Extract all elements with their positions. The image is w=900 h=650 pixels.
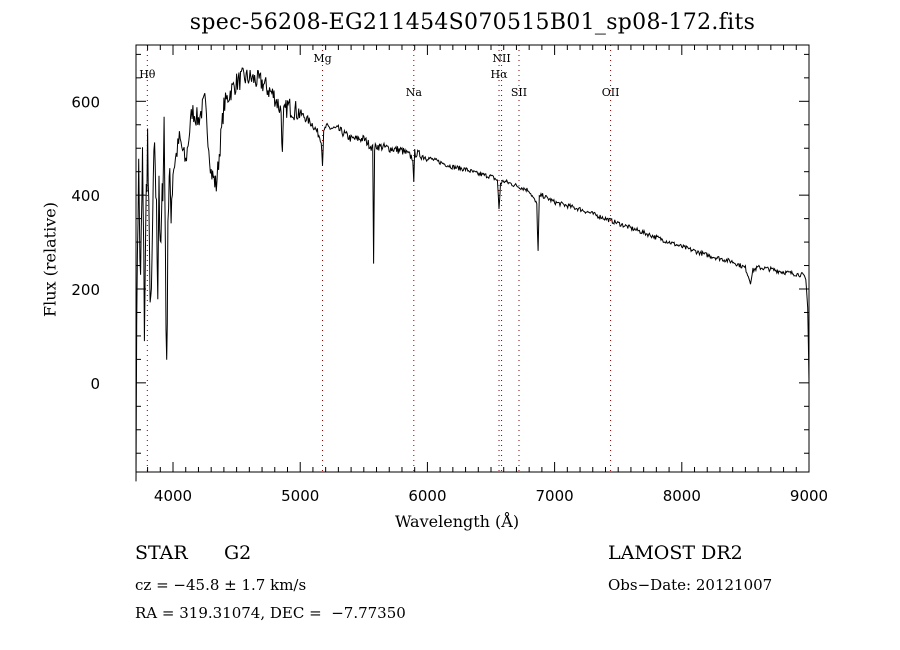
x-tick-label: 5000 xyxy=(281,487,319,505)
plot-frame xyxy=(135,44,810,473)
y-tick-label: 0 xyxy=(90,375,100,393)
spectral-line-label: Hθ xyxy=(139,68,156,81)
x-tick-label: 8000 xyxy=(663,487,701,505)
x-tick-label: 6000 xyxy=(408,487,446,505)
obs-date: Obs−Date: 20121007 xyxy=(608,576,773,594)
spectral-line-label: Mg xyxy=(313,52,331,65)
coordinates-text: RA = 319.31074, DEC = −7.77350 xyxy=(135,604,406,622)
x-axis-label: Wavelength (Å) xyxy=(395,512,520,531)
spectral-line-label: Na xyxy=(406,86,423,99)
x-tick-label: 9000 xyxy=(790,487,828,505)
spectral-line-label: OII xyxy=(602,86,620,99)
y-tick-label: 400 xyxy=(71,187,100,205)
y-tick-label: 200 xyxy=(71,281,100,299)
spectral-line-label: Hα xyxy=(491,68,509,81)
y-tick-label: 600 xyxy=(71,93,100,111)
object-subclass: G2 xyxy=(224,542,252,564)
spectral-line-label: NII xyxy=(492,52,510,65)
spectrum-line xyxy=(135,67,810,482)
x-tick-label: 7000 xyxy=(536,487,574,505)
chart-title: spec-56208-EG211454S070515B01_sp08-172.f… xyxy=(189,10,756,35)
x-tick-label: 4000 xyxy=(154,487,192,505)
object-class: STAR xyxy=(135,542,188,564)
y-axis-label: Flux (relative) xyxy=(40,202,60,317)
redshift-text: cz = −45.8 ± 1.7 km/s xyxy=(135,576,307,594)
survey-name: LAMOST DR2 xyxy=(608,542,743,564)
spectral-line-label: SII xyxy=(511,86,527,99)
